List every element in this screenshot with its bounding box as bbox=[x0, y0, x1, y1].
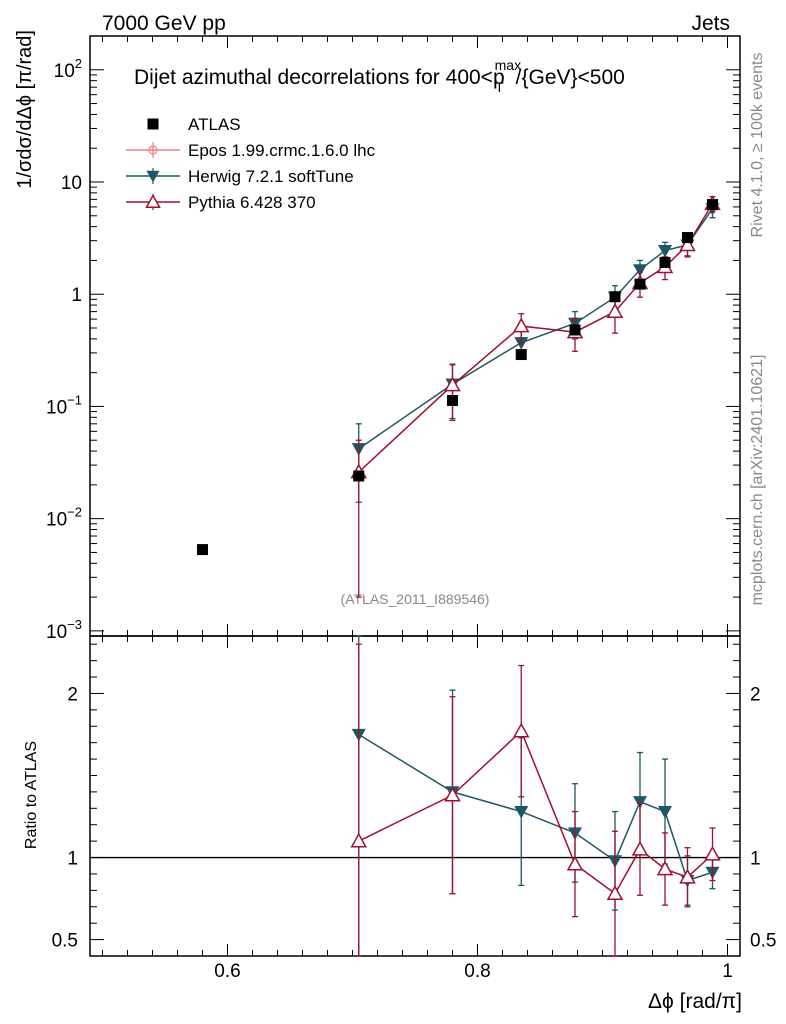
herwig-main-point bbox=[633, 264, 647, 277]
y-tick-label: 10−2 bbox=[46, 505, 82, 531]
chart-title-prefix: Dijet azimuthal decorrelations for 400<p bbox=[134, 66, 505, 89]
ratio-y-axis-label: Ratio to ATLAS bbox=[23, 741, 40, 849]
atlas-data-point bbox=[197, 544, 208, 556]
y-tick-exponent: −2 bbox=[67, 505, 82, 520]
pythia-ratio-point bbox=[656, 860, 674, 876]
ratio-tick-label-right: 0.5 bbox=[750, 931, 776, 952]
ratio-plot-frame bbox=[89, 635, 741, 957]
pythia-ratio-point bbox=[704, 845, 721, 861]
chart-title-sup: max bbox=[495, 57, 521, 73]
rivet-label: Rivet 4.1.0, ≥ 100k events bbox=[749, 53, 766, 238]
ratio-tick-label-left: 1 bbox=[67, 849, 78, 870]
chart-title-sub: T bbox=[495, 79, 504, 95]
ratio-tick-label-right: 2 bbox=[750, 684, 761, 705]
x-tick-label: 1 bbox=[722, 961, 733, 982]
atlas-data-point bbox=[609, 291, 621, 303]
herwig-main-point bbox=[514, 337, 529, 350]
herwig-ratio-point bbox=[658, 805, 672, 819]
atlas-data-point bbox=[682, 232, 693, 244]
legend-label: Epos 1.99.crmc.1.6.0 lhc bbox=[188, 141, 376, 160]
pythia-ratio-point bbox=[512, 722, 530, 738]
y-tick-exponent: 2 bbox=[75, 56, 82, 71]
pythia-ratio-line bbox=[358, 729, 714, 895]
herwig-ratio-point bbox=[514, 805, 529, 819]
legend-label: Herwig 7.2.1 softTune bbox=[188, 167, 354, 186]
x-tick-label: 0.8 bbox=[464, 961, 490, 982]
y-tick-label: 102 bbox=[54, 56, 82, 82]
y-tick-exponent: −1 bbox=[67, 392, 82, 407]
atlas-data-point bbox=[569, 324, 581, 336]
y-tick-base: 10 bbox=[46, 622, 67, 643]
pythia-main-errorbar bbox=[449, 364, 456, 422]
pythia-main-point bbox=[444, 376, 461, 392]
ratio-tick-label-right: 1 bbox=[750, 849, 761, 870]
herwig-main-line bbox=[358, 208, 714, 450]
legend-label: Pythia 6.428 370 bbox=[188, 193, 316, 212]
atlas-data-point bbox=[707, 199, 718, 211]
header-left: 7000 GeV pp bbox=[102, 12, 226, 35]
y-tick-exponent: −3 bbox=[67, 617, 82, 632]
ratio-tick-label-left: 2 bbox=[67, 684, 78, 705]
y-tick-label: 10 bbox=[61, 173, 82, 194]
pythia-ratio-point bbox=[350, 832, 368, 848]
herwig-ratio-point bbox=[633, 796, 647, 809]
x-tick-label: 0.6 bbox=[214, 961, 240, 982]
herwig-main-point bbox=[658, 244, 672, 258]
atlas-data-point bbox=[353, 470, 365, 482]
atlas-data-point bbox=[659, 256, 671, 268]
atlas-data-point bbox=[515, 349, 527, 361]
chart-title-suffix: /{GeV}<500 bbox=[516, 66, 625, 89]
y-axis-label: 1/σdσ/dΔϕ [π/rad] bbox=[14, 30, 36, 189]
pythia-main-point bbox=[606, 303, 624, 318]
y-tick-label: 1 bbox=[71, 285, 82, 306]
y-tick-base: 10 bbox=[54, 61, 75, 82]
legend-marker bbox=[146, 170, 160, 183]
legend-marker bbox=[148, 145, 158, 155]
pythia-ratio-point bbox=[444, 786, 461, 802]
y-tick-base: 10 bbox=[46, 397, 67, 418]
x-axis-label: Δϕ [rad/π] bbox=[648, 990, 742, 1013]
y-tick-base: 10 bbox=[46, 510, 67, 531]
legend-label: ATLAS bbox=[188, 115, 241, 134]
mcplots-label: mcplots.cern.ch [arXiv:2401.10621] bbox=[749, 355, 766, 606]
atlas-data-point bbox=[447, 394, 458, 406]
pythia-main-point bbox=[679, 236, 696, 252]
pythia-ratio-point bbox=[566, 855, 584, 871]
pythia-ratio-point bbox=[606, 885, 624, 900]
pythia-main-point bbox=[512, 317, 530, 333]
chart-title: Dijet azimuthal decorrelations for 400<p… bbox=[134, 57, 625, 95]
analysis-id: (ATLAS_2011_I889546) bbox=[341, 591, 490, 607]
y-tick-label: 10−1 bbox=[46, 392, 82, 418]
atlas-data-point bbox=[634, 278, 646, 290]
pythia-ratio-errorbar bbox=[355, 643, 362, 957]
pythia-ratio-point bbox=[631, 840, 649, 856]
legend-marker-atlas bbox=[147, 118, 159, 130]
y-tick-label: 10−3 bbox=[46, 617, 82, 643]
header-right: Jets bbox=[691, 12, 730, 35]
ratio-tick-label-left: 0.5 bbox=[52, 931, 78, 952]
legend-marker bbox=[145, 193, 161, 208]
pythia-ratio-point bbox=[679, 868, 696, 884]
